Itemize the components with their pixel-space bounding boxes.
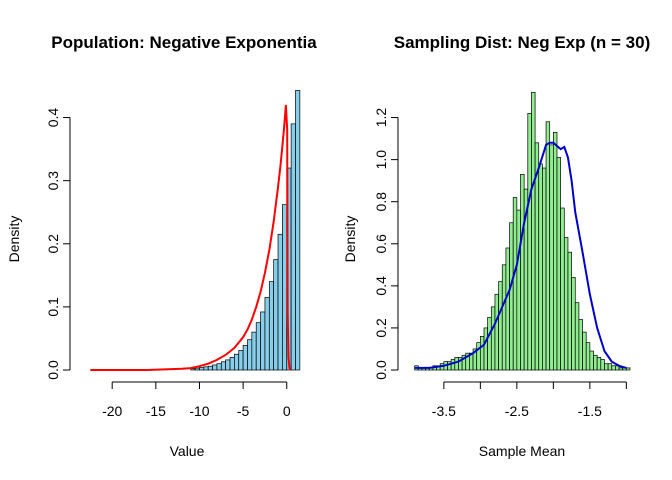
x-tick-label: -10: [189, 403, 209, 419]
population-x-axis: -20 -15 -10 -5 0: [102, 381, 291, 419]
histogram-bar: [600, 359, 605, 371]
histogram-bar: [229, 357, 235, 371]
histogram-bar: [560, 207, 565, 371]
histogram-bar: [505, 247, 510, 371]
sampling-panel: Sampling Dist: Neg Exp (n = 30) Sample M…: [342, 33, 650, 459]
histogram-bar: [556, 157, 562, 371]
histogram-bar: [512, 197, 518, 371]
histogram-bar: [520, 174, 525, 371]
sampling-histogram-bars: [414, 91, 631, 371]
histogram-bar: [494, 293, 499, 371]
histogram-bar: [273, 259, 279, 371]
histogram-bar: [264, 297, 270, 371]
histogram-bar: [480, 335, 485, 371]
histogram-bar: [549, 144, 554, 371]
y-tick-label: 0.2: [373, 318, 389, 338]
histogram-bar: [567, 251, 572, 371]
histogram-bar: [604, 363, 609, 371]
sampling-x-axis: -3.5 -2.5 -1.5: [432, 381, 627, 419]
histogram-bar: [607, 363, 613, 371]
histogram-bar: [255, 322, 261, 371]
histogram-bar: [611, 365, 616, 371]
x-tick-label: -3.5: [432, 403, 456, 419]
histogram-bar: [203, 366, 209, 371]
histogram-bar: [593, 354, 598, 371]
histogram-bar: [563, 237, 569, 371]
y-tick-label: 0.8: [373, 192, 389, 212]
histogram-bar: [454, 357, 459, 371]
histogram-bar: [247, 339, 253, 371]
population-panel: Population: Negative Exponentia Value De…: [6, 33, 317, 459]
histogram-bar: [251, 331, 257, 371]
histogram-bar: [483, 327, 489, 371]
histogram-bar: [225, 359, 231, 371]
histogram-bar: [194, 367, 200, 371]
x-tick-label: -1.5: [578, 403, 602, 419]
histogram-bar: [596, 357, 602, 371]
population-xlabel: Value: [170, 443, 205, 459]
histogram-bar: [542, 167, 547, 371]
histogram-bar: [212, 364, 218, 371]
y-tick-label: 0.0: [45, 360, 61, 380]
y-tick-label: 0.2: [45, 234, 61, 254]
y-tick-label: 0.6: [373, 234, 389, 254]
x-tick-label: -20: [102, 403, 122, 419]
histogram-bar: [295, 90, 301, 371]
histogram-bar: [207, 365, 213, 371]
histogram-bar: [531, 91, 536, 371]
histogram-bar: [498, 281, 503, 371]
histogram-bar: [538, 163, 543, 371]
histogram-bar: [625, 367, 631, 371]
histogram-bar: [578, 319, 583, 371]
histogram-bar: [501, 264, 507, 371]
sampling-density-curve: [414, 141, 627, 369]
histogram-bar: [545, 121, 551, 371]
x-tick-label: -2.5: [505, 403, 529, 419]
histogram-bar: [238, 350, 244, 371]
y-tick-label: 0.4: [45, 108, 61, 128]
histogram-bar: [234, 353, 240, 371]
histogram-bar: [571, 277, 576, 371]
sampling-y-axis: 0.0 0.2 0.4 0.6 0.8 1.0 1.2: [373, 108, 399, 380]
histogram-bar: [574, 302, 580, 371]
sampling-ylabel: Density: [342, 216, 358, 263]
population-density-curve: [90, 104, 292, 371]
histogram-bar: [242, 345, 248, 371]
population-title: Population: Negative Exponentia: [51, 33, 317, 52]
y-tick-label: 1.2: [373, 108, 389, 128]
histogram-bar: [282, 204, 288, 371]
histogram-bar: [216, 363, 222, 371]
x-tick-label: 0: [283, 403, 291, 419]
y-tick-label: 0.3: [45, 171, 61, 191]
histogram-bar: [290, 123, 296, 371]
histogram-bar: [552, 131, 558, 371]
histogram-bar: [260, 311, 266, 371]
y-tick-label: 0.0: [373, 360, 389, 380]
sampling-title: Sampling Dist: Neg Exp (n = 30): [394, 33, 650, 52]
histogram-bar: [589, 350, 594, 371]
histogram-bar: [450, 359, 456, 371]
y-tick-label: 0.4: [373, 276, 389, 296]
histogram-bar: [516, 209, 521, 371]
y-tick-label: 0.1: [45, 297, 61, 317]
y-tick-label: 1.0: [373, 150, 389, 170]
histogram-bar: [490, 306, 496, 371]
x-tick-label: -5: [237, 403, 250, 419]
population-ylabel: Density: [6, 216, 22, 263]
histogram-bar: [582, 331, 587, 371]
population-histogram-bars: [190, 90, 301, 371]
sampling-xlabel: Sample Mean: [479, 443, 565, 459]
histogram-bar: [268, 281, 275, 371]
histogram-bar: [277, 233, 283, 371]
histogram-bar: [585, 342, 591, 371]
histogram-bar: [199, 367, 205, 371]
histogram-bar: [509, 222, 514, 371]
population-y-axis: 0.0 0.1 0.2 0.3 0.4: [45, 108, 71, 380]
histogram-bar: [527, 112, 532, 371]
histogram-bar: [220, 361, 227, 371]
histogram-bar: [487, 317, 492, 371]
histogram-bar: [618, 367, 624, 371]
x-tick-label: -15: [146, 403, 166, 419]
